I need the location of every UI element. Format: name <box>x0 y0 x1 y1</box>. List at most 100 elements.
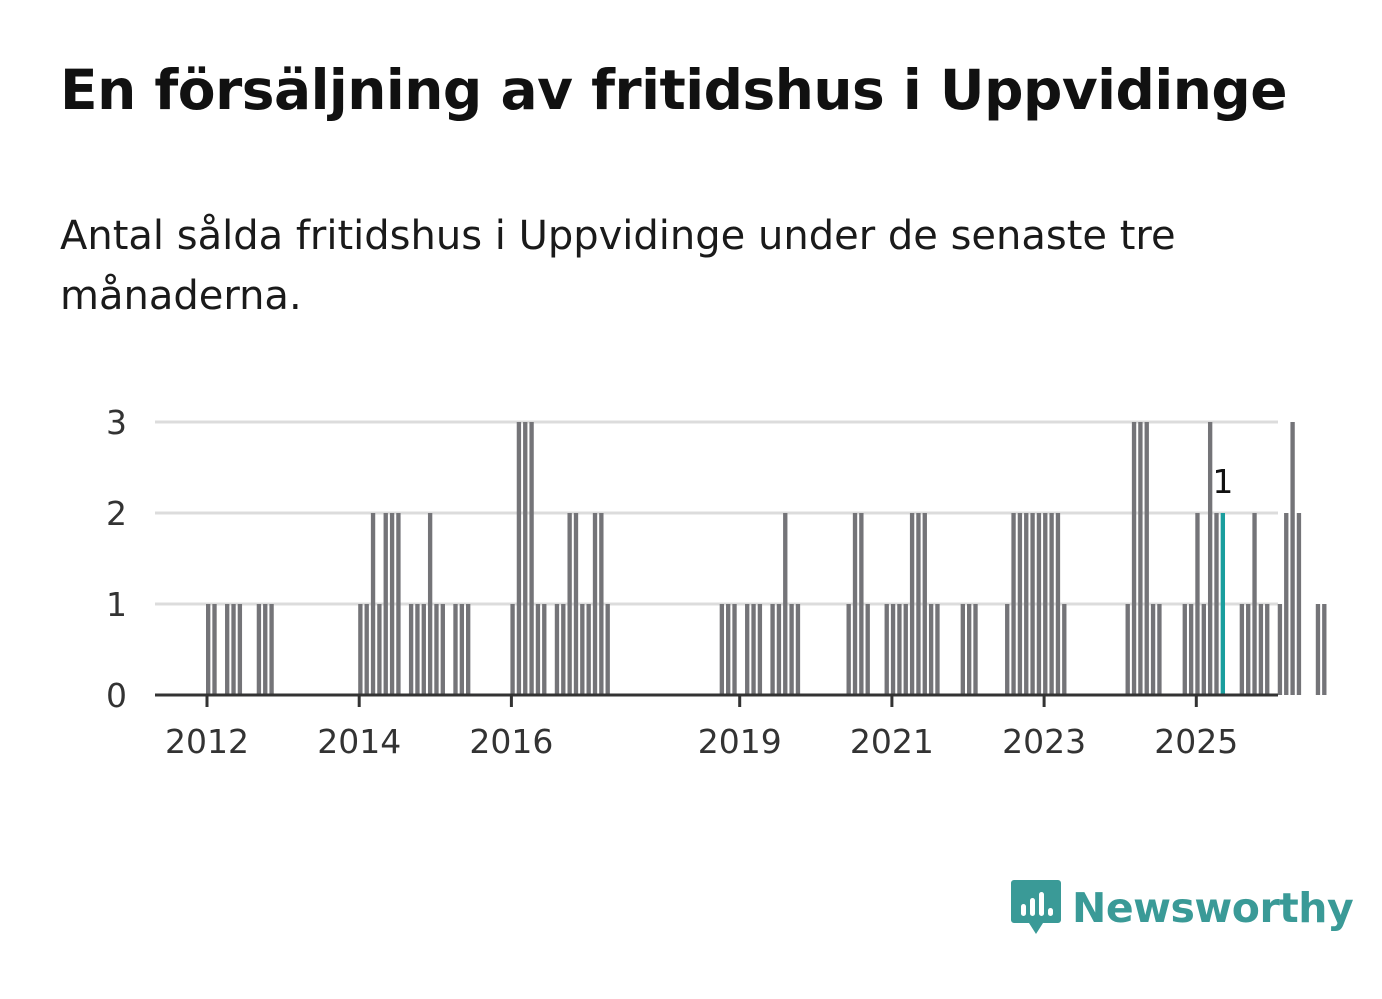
bar <box>1284 513 1289 695</box>
bar <box>1182 604 1187 695</box>
bar <box>358 604 363 695</box>
bar <box>1296 513 1302 695</box>
bar <box>1036 513 1042 695</box>
bar <box>364 604 369 695</box>
bar <box>605 604 610 695</box>
bar <box>434 604 439 695</box>
bar <box>370 513 376 695</box>
y-tick-label: 2 <box>106 494 127 533</box>
bar <box>516 422 522 695</box>
bar <box>1150 604 1156 695</box>
x-tick-label: 2019 <box>698 722 782 761</box>
bar <box>453 604 458 695</box>
bar <box>922 513 927 695</box>
x-tick-label: 2012 <box>165 722 249 761</box>
bar <box>212 604 217 695</box>
bar <box>967 604 972 695</box>
brand-name: Newsworthy <box>1072 884 1354 932</box>
y-tick-label: 1 <box>106 585 127 624</box>
bar <box>1030 513 1035 695</box>
newsworthy-brand: Newsworthy <box>1010 878 1354 938</box>
bar <box>586 604 591 695</box>
x-tick-label: 2025 <box>1154 722 1238 761</box>
bar <box>1201 604 1206 695</box>
bar <box>783 513 788 695</box>
bar <box>1214 513 1219 695</box>
bar <box>884 604 889 695</box>
bar <box>542 604 547 695</box>
x-tick-label: 2016 <box>469 722 553 761</box>
bar <box>529 422 534 695</box>
bar <box>719 604 725 695</box>
bar <box>1125 604 1130 695</box>
y-tick-label: 3 <box>106 403 127 442</box>
bars <box>206 422 1327 695</box>
bar <box>237 604 243 695</box>
bar-value-label: 1 <box>1212 462 1233 501</box>
bar <box>859 513 864 695</box>
bar <box>1055 513 1061 695</box>
x-tick-label: 2014 <box>317 722 401 761</box>
chart-subtitle: Antal sålda fritidshus i Uppvidinge unde… <box>60 213 1176 319</box>
bar <box>909 513 915 695</box>
bar-chart: 0 1 2 3 2012 2014 2016 2019 2021 2023 2025 1 <box>106 403 1327 761</box>
bar <box>599 513 604 695</box>
bar <box>383 513 388 695</box>
bar <box>592 513 598 695</box>
bar <box>466 604 471 695</box>
bar <box>225 604 230 695</box>
data-labels: 1 <box>1212 462 1233 501</box>
bar <box>770 604 775 695</box>
bar <box>567 513 572 695</box>
bar <box>1188 604 1194 695</box>
bar <box>561 604 566 695</box>
bar <box>231 604 236 695</box>
newsworthy-logo-icon <box>1011 880 1061 934</box>
bar <box>263 604 268 695</box>
bar-highlight <box>1220 513 1226 695</box>
x-tick-label: 2023 <box>1002 722 1086 761</box>
bar <box>1277 604 1283 695</box>
bar <box>897 604 902 695</box>
bar <box>1195 513 1200 695</box>
bar <box>751 604 756 695</box>
bar <box>415 604 420 695</box>
bar <box>846 604 851 695</box>
bar <box>535 604 541 695</box>
x-tick-label: 2021 <box>850 722 934 761</box>
bar <box>510 604 515 695</box>
bar <box>928 604 934 695</box>
bar <box>389 513 395 695</box>
bar <box>256 604 262 695</box>
y-tick-label: 0 <box>106 676 127 715</box>
bar <box>408 604 414 695</box>
bar <box>554 604 560 695</box>
bar <box>757 604 763 695</box>
bar <box>1062 604 1067 695</box>
bar <box>1157 604 1162 695</box>
bar <box>523 422 528 695</box>
bar <box>377 604 382 695</box>
bar <box>852 513 858 695</box>
bar <box>269 604 274 695</box>
bar <box>1239 604 1245 695</box>
bar <box>1246 604 1251 695</box>
bar <box>1265 604 1270 695</box>
bar <box>1207 422 1213 695</box>
bar <box>935 604 940 695</box>
bar <box>1144 422 1149 695</box>
bar <box>745 604 750 695</box>
bar <box>459 604 465 695</box>
bar <box>1315 604 1321 695</box>
bar <box>916 513 921 695</box>
gridlines <box>155 420 1278 606</box>
bar <box>1252 513 1257 695</box>
axes: 0 1 2 3 2012 2014 2016 2019 2021 2023 2025 <box>106 403 1278 761</box>
bar <box>795 604 801 695</box>
bar <box>1017 513 1023 695</box>
bar <box>890 604 896 695</box>
bar <box>865 604 870 695</box>
bar <box>726 604 731 695</box>
bar <box>206 604 211 695</box>
bar <box>580 604 585 695</box>
